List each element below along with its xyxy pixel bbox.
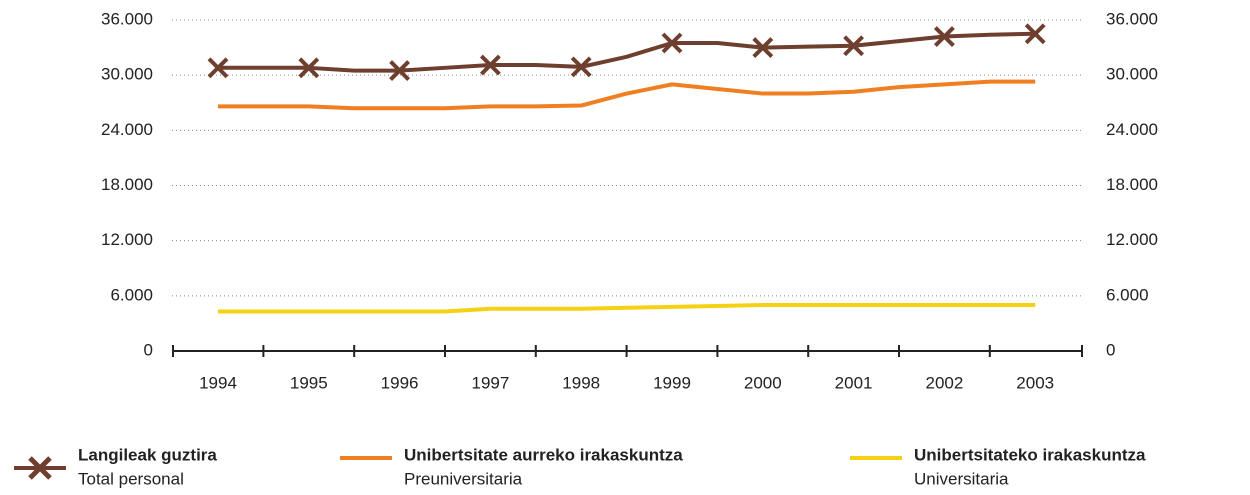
legend-swatch: [28, 456, 52, 480]
y-tick-label: 6.000: [110, 285, 153, 304]
legend-sublabel: Preuniversitaria: [404, 469, 523, 488]
series-line: [218, 303, 1036, 314]
legend-label: Unibertsitateko irakaskuntza: [914, 445, 1146, 464]
y-tick-label: 0: [144, 340, 153, 359]
y-tick-label: 36.000: [101, 9, 153, 28]
point-marker: [389, 60, 411, 81]
point-marker: [298, 57, 320, 79]
point-marker: [752, 37, 774, 58]
y2-tick-label: 6.000: [1106, 285, 1149, 304]
x-tick-label: 2002: [925, 373, 963, 392]
point-marker: [661, 32, 683, 54]
y2-tick-label: 36.000: [1106, 9, 1158, 28]
y2-tick-label: 24.000: [1106, 120, 1158, 139]
y-tick-label: 18.000: [101, 175, 153, 194]
y2-tick-label: 12.000: [1106, 230, 1158, 249]
x-tick-label: 1994: [199, 373, 237, 392]
x-tick-label: 2003: [1016, 373, 1054, 392]
point-marker: [570, 56, 592, 78]
x-tick-label: 1999: [653, 373, 691, 392]
series-line: [218, 31, 1036, 73]
legend-sublabel: Universitaria: [914, 469, 1009, 488]
point-marker: [479, 54, 501, 76]
y-tick-label: 24.000: [101, 120, 153, 139]
y2-tick-label: 30.000: [1106, 65, 1158, 84]
legend-label: Langileak guztira: [78, 445, 217, 464]
y-tick-label: 30.000: [101, 65, 153, 84]
legend-sublabel: Total personal: [78, 469, 184, 488]
x-tick-label: 2001: [835, 373, 873, 392]
y2-tick-label: 18.000: [1106, 175, 1158, 194]
x-tick-label: 1996: [381, 373, 419, 392]
x-tick-label: 1997: [471, 373, 509, 392]
point-marker: [1024, 23, 1046, 45]
point-marker: [843, 35, 865, 57]
x-tick-label: 1998: [562, 373, 600, 392]
x-tick-label: 1995: [290, 373, 328, 392]
point-marker: [933, 26, 955, 47]
legend-label: Unibertsitate aurreko irakaskuntza: [404, 445, 683, 464]
point-marker: [207, 57, 229, 79]
y2-tick-label: 0: [1106, 340, 1115, 359]
series-line: [218, 79, 1036, 111]
y-tick-label: 12.000: [101, 230, 153, 249]
x-tick-label: 2000: [744, 373, 782, 392]
